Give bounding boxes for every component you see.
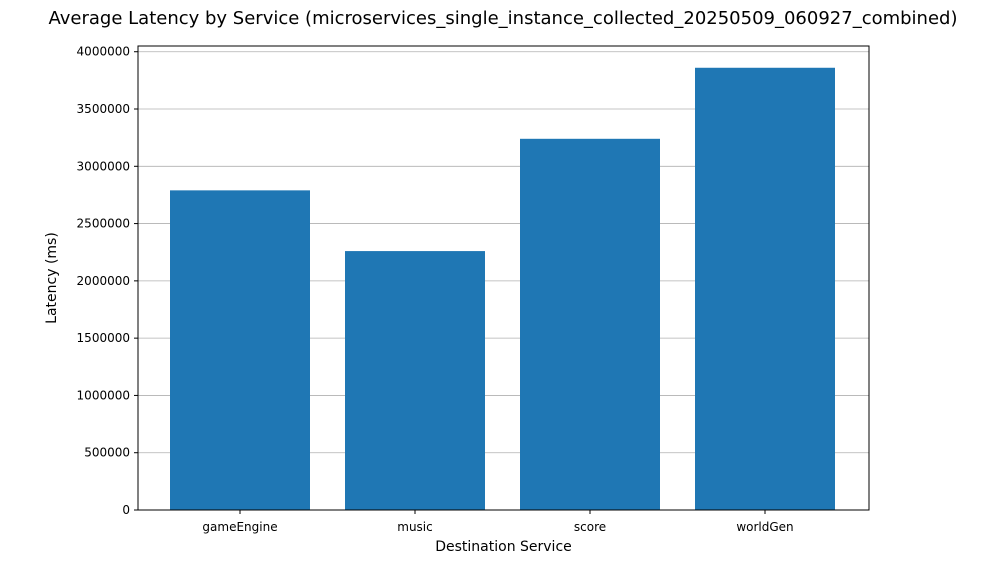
y-axis-label: Latency (ms) [44, 232, 60, 324]
x-axis-ticks: gameEngine music score worldGen [202, 510, 794, 534]
y-tick-label: 1000000 [77, 388, 130, 402]
y-tick-label: 3000000 [77, 159, 130, 173]
bars [170, 67, 835, 511]
x-tick-label: gameEngine [202, 520, 277, 534]
x-tick-label: worldGen [736, 520, 793, 534]
y-tick-label: 2000000 [77, 274, 130, 288]
y-axis-ticks: 0 500000 1000000 1500000 2000000 2500000 30000… [77, 45, 138, 517]
bar-worldGen [695, 67, 835, 511]
y-tick-label: 3500000 [77, 102, 130, 116]
bar-music [345, 251, 485, 510]
chart-title: Average Latency by Service (microservice… [49, 8, 958, 29]
y-tick-label: 500000 [84, 446, 130, 460]
y-tick-label: 2500000 [77, 217, 130, 231]
y-tick-label: 0 [122, 503, 130, 517]
plot-frame [137, 45, 870, 511]
x-tick-label: music [397, 520, 432, 534]
bar-score [520, 138, 660, 511]
x-axis-label: Destination Service [435, 539, 572, 555]
x-tick-label: score [574, 520, 606, 534]
y-tick-label: 1500000 [77, 331, 130, 345]
y-tick-label: 4000000 [77, 45, 130, 59]
bar-gameEngine [170, 190, 310, 510]
